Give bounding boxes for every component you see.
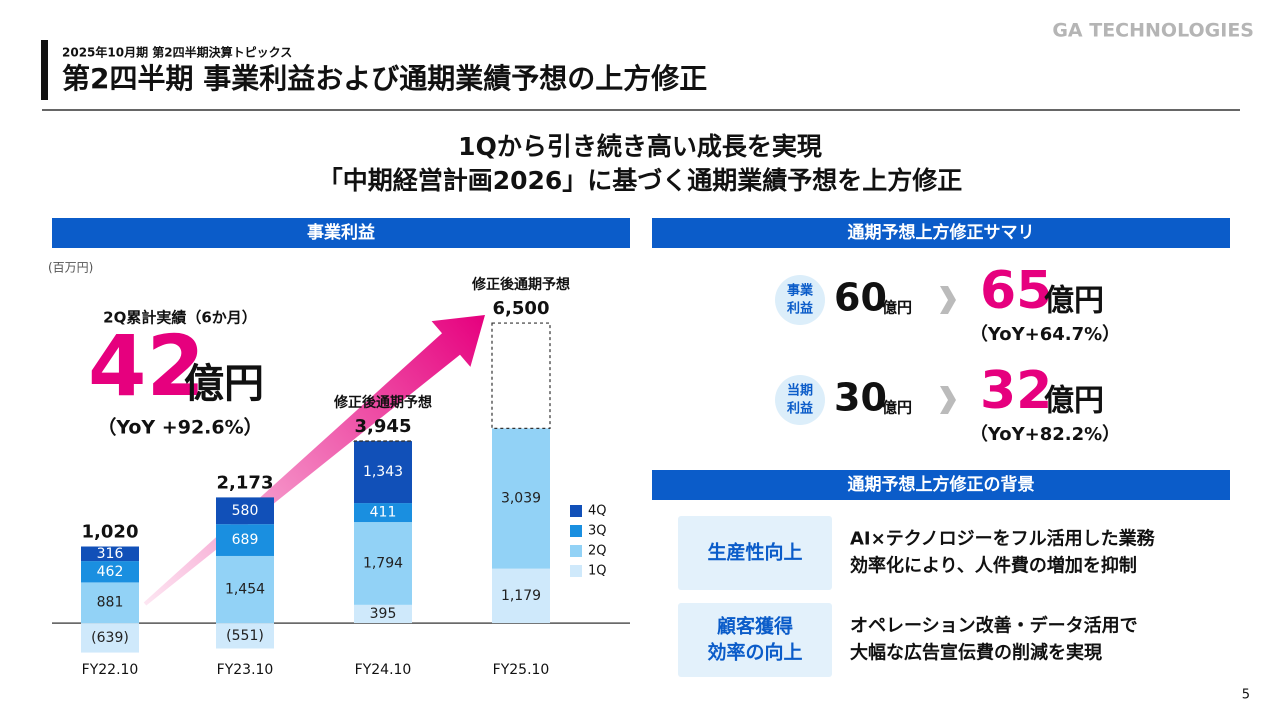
- x-tick-label: FY23.10: [217, 662, 274, 678]
- bar-label: 395: [370, 606, 397, 622]
- item-label: 顧客獲得: [717, 615, 793, 638]
- badge: [775, 275, 825, 325]
- item-text: 大幅な広告宣伝費の削減を実現: [850, 642, 1102, 664]
- item-label: 生産性向上: [707, 541, 802, 564]
- section-title: 通期予想上方修正サマリ: [848, 222, 1035, 243]
- result-yoy: （YoY +92.6%）: [97, 416, 262, 439]
- badge-label: 事業: [787, 283, 814, 299]
- item-text: オペレーション改善・データ活用で: [850, 615, 1138, 637]
- legend-swatch: [570, 545, 582, 557]
- after-value: 65: [980, 261, 1052, 321]
- item-text: AI×テクノロジーをフル活用した業務: [850, 528, 1156, 550]
- section-title: 事業利益: [307, 222, 375, 243]
- before-unit: 億円: [882, 299, 912, 317]
- item-text: 効率化により、人件費の増加を抑制: [850, 555, 1137, 577]
- section-header: [652, 470, 1230, 500]
- bar-label: 1,179: [501, 588, 541, 604]
- bar-segment: [81, 546, 139, 562]
- item-label: 効率の向上: [707, 641, 802, 664]
- legend-swatch: [570, 505, 582, 517]
- x-tick-label: FY24.10: [355, 662, 412, 678]
- bar-segment: [81, 561, 139, 583]
- section-header: [652, 218, 1230, 248]
- background: 生産性向上 AI×テクノロジーをフル活用した業務効率化により、人件費の増加を抑制顧…: [678, 516, 1156, 677]
- bar-label: 1,343: [363, 464, 403, 480]
- x-tick-label: FY22.10: [82, 662, 139, 678]
- bar-segment: [81, 623, 139, 653]
- badge-label: 利益: [787, 401, 813, 417]
- unit: (百万円): [48, 261, 93, 275]
- badge-label: 利益: [787, 301, 813, 317]
- legend-swatch: [570, 525, 582, 537]
- bar-segment: [354, 503, 412, 523]
- bar-label: 462: [97, 564, 124, 580]
- bar-label: 689: [232, 532, 259, 548]
- before-value: 60: [834, 276, 887, 320]
- bar-label: 1,454: [225, 582, 265, 598]
- legend-label: 1Q: [588, 564, 607, 579]
- total-label: 1,020: [82, 522, 139, 543]
- bar-segment: [354, 604, 412, 624]
- bar-segment: [492, 428, 550, 569]
- section-header: [52, 218, 630, 248]
- bar-segment: [216, 623, 274, 649]
- annotation: 修正後通期予想: [333, 394, 432, 411]
- legend-label: 2Q: [588, 544, 607, 559]
- legend-swatch: [570, 565, 582, 577]
- chart: (639) 881 462 316 1,020 FY22.10 (551) 1,454 689 5…: [52, 276, 630, 678]
- bar-segment: [81, 582, 139, 624]
- bar-segment: [354, 522, 412, 605]
- bar-segment: [216, 524, 274, 556]
- before-value: 30: [834, 376, 887, 420]
- legend-label: 4Q: [588, 504, 607, 519]
- yoy: （YoY+64.7%）: [970, 324, 1120, 345]
- chevron: [940, 386, 956, 414]
- bar-segment: [216, 555, 274, 624]
- yoy: （YoY+82.2%）: [970, 424, 1120, 445]
- bar-label: (639): [91, 630, 129, 646]
- before-unit: 億円: [882, 399, 912, 417]
- label-box: [678, 516, 832, 590]
- total-label: 2,173: [217, 472, 274, 493]
- logo: GA TECHNOLOGIES: [1052, 20, 1254, 42]
- subtitle: 2025年10月期 第2四半期決算トピックス: [62, 45, 292, 60]
- bar-label: 3,039: [501, 491, 541, 507]
- bar-label: 316: [97, 546, 124, 562]
- bar-label: (551): [226, 628, 264, 644]
- result-label: 2Q累計実績（6か月）: [103, 309, 257, 327]
- chevron: [940, 286, 956, 314]
- total-label: 6,500: [493, 298, 550, 319]
- annotation: 修正後通期予想: [471, 276, 570, 293]
- after-unit: 億円: [1044, 384, 1104, 419]
- headline: 1Qから引き続き高い成長を実現: [458, 132, 822, 161]
- bar-segment: [216, 497, 274, 525]
- result-value: 42: [88, 317, 205, 415]
- bar-segment: [354, 441, 412, 504]
- total-label: 3,945: [355, 416, 412, 437]
- after-unit: 億円: [1044, 284, 1104, 319]
- page-number: 5: [1242, 688, 1250, 703]
- header-bar: [41, 40, 48, 100]
- legend-label: 3Q: [588, 524, 607, 539]
- bar-label: 580: [232, 503, 259, 519]
- badge-label: 当期: [787, 383, 813, 399]
- forecast-box: [491, 322, 551, 430]
- bar-label: 881: [97, 595, 124, 611]
- section-title: 通期予想上方修正の背景: [848, 474, 1035, 495]
- badge: [775, 375, 825, 425]
- label-box: [678, 603, 832, 677]
- x-tick-label: FY25.10: [493, 662, 550, 678]
- title: 第2四半期 事業利益および通期業績予想の上方修正: [62, 62, 707, 95]
- bar-segment: [492, 568, 550, 624]
- after-value: 32: [980, 361, 1052, 421]
- bar-label: 411: [370, 505, 397, 521]
- bar-label: 1,794: [363, 555, 403, 571]
- result-unit: 億円: [184, 361, 264, 407]
- headline: 「中期経営計画2026」に基づく通期業績予想を上方修正: [318, 166, 963, 195]
